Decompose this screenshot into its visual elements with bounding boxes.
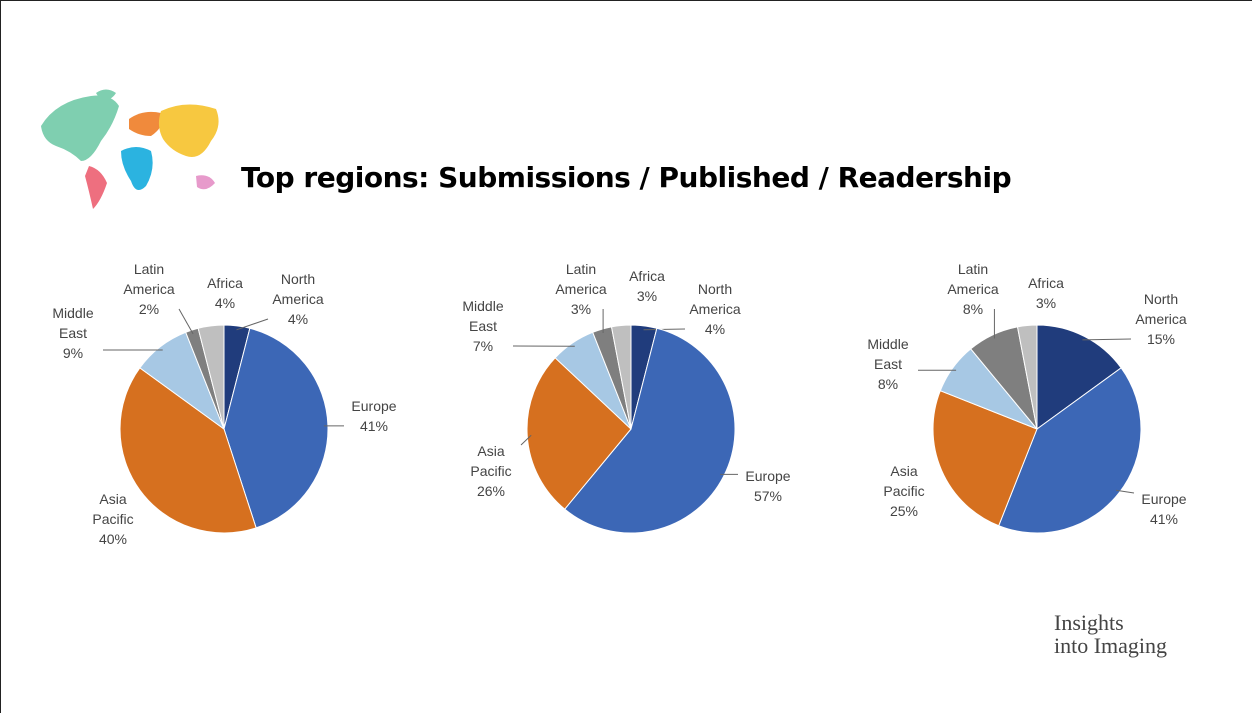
leader-line [178,308,194,335]
value-label: 9% [62,345,84,361]
slice-label: Middle East 7% [447,296,519,356]
leader-line [236,318,269,331]
value-label: 3% [1035,295,1057,311]
value-label: 8% [962,301,984,317]
pie-slice [610,324,632,430]
category-label: Middle East [462,298,504,334]
slice-label: Europe 41% [1128,489,1200,529]
pie-slice [998,367,1142,534]
logo-line: Insights [1054,610,1124,635]
slice-label: Europe 57% [732,466,804,506]
leader-line [1082,338,1132,341]
category-label: Europe [351,398,397,414]
pie-slice [1036,324,1122,430]
value-label: 8% [877,376,899,392]
pie-slice [1016,324,1038,430]
value-label: 57% [753,488,783,504]
slice-label: Africa 4% [189,273,261,313]
value-label: 41% [1149,511,1179,527]
value-label: 40% [98,531,128,547]
category-label: Africa [1028,275,1064,291]
value-label: 4% [287,311,309,327]
category-label: North America [272,271,324,307]
value-label: 3% [570,301,592,317]
slice-label: Middle East 9% [37,303,109,363]
value-label: 4% [214,295,236,311]
category-label: Asia Pacific [883,463,925,499]
slice-label: Latin America 8% [937,259,1009,319]
pie-slice [526,357,632,510]
world-map-icon [41,89,219,209]
slice-label: Asia Pacific 26% [455,441,527,501]
value-label: 3% [636,288,658,304]
value-label: 7% [472,338,494,354]
value-label: 41% [359,418,389,434]
category-label: North America [1135,291,1187,327]
slice-label: Asia Pacific 25% [868,461,940,521]
leader-line [520,434,532,446]
category-label: Latin America [555,261,607,297]
slice-label: North America 4% [262,269,334,329]
slice-label: Africa 3% [611,266,683,306]
leader-line [643,328,686,331]
slice-label: North America 15% [1125,289,1197,349]
pie-slice [197,324,225,430]
category-label: Middle East [52,305,94,341]
slice-label: Latin America 3% [545,259,617,319]
category-label: Europe [1141,491,1187,507]
pie-slice [932,390,1038,527]
category-label: Africa [629,268,665,284]
slice-label: Europe 41% [338,396,410,436]
slice-label: Asia Pacific 40% [77,489,149,549]
slice-label: Middle East 8% [852,334,924,394]
slice-label: Latin America 2% [113,259,185,319]
slice-label: Africa 3% [1010,273,1082,313]
value-label: 2% [138,301,160,317]
category-label: Asia Pacific [92,491,134,527]
logo: Insights into Imaging [1054,611,1167,657]
logo-line: into Imaging [1054,633,1168,658]
category-label: Latin America [947,261,999,297]
leader-line [1115,489,1135,494]
pie-slice [564,327,736,534]
category-label: Africa [207,275,243,291]
value-label: 15% [1146,331,1176,347]
category-label: Europe [745,468,791,484]
category-label: Middle East [867,336,909,372]
value-label: 4% [704,321,726,337]
pie-slice [119,367,257,534]
value-label: 26% [476,483,506,499]
category-label: Asia Pacific [470,443,512,479]
value-label: 25% [889,503,919,519]
slice-label: North America 4% [679,279,751,339]
category-label: Latin America [123,261,175,297]
category-label: North America [689,281,741,317]
slide-title: Top regions: Submissions / Published / R… [241,161,1012,194]
